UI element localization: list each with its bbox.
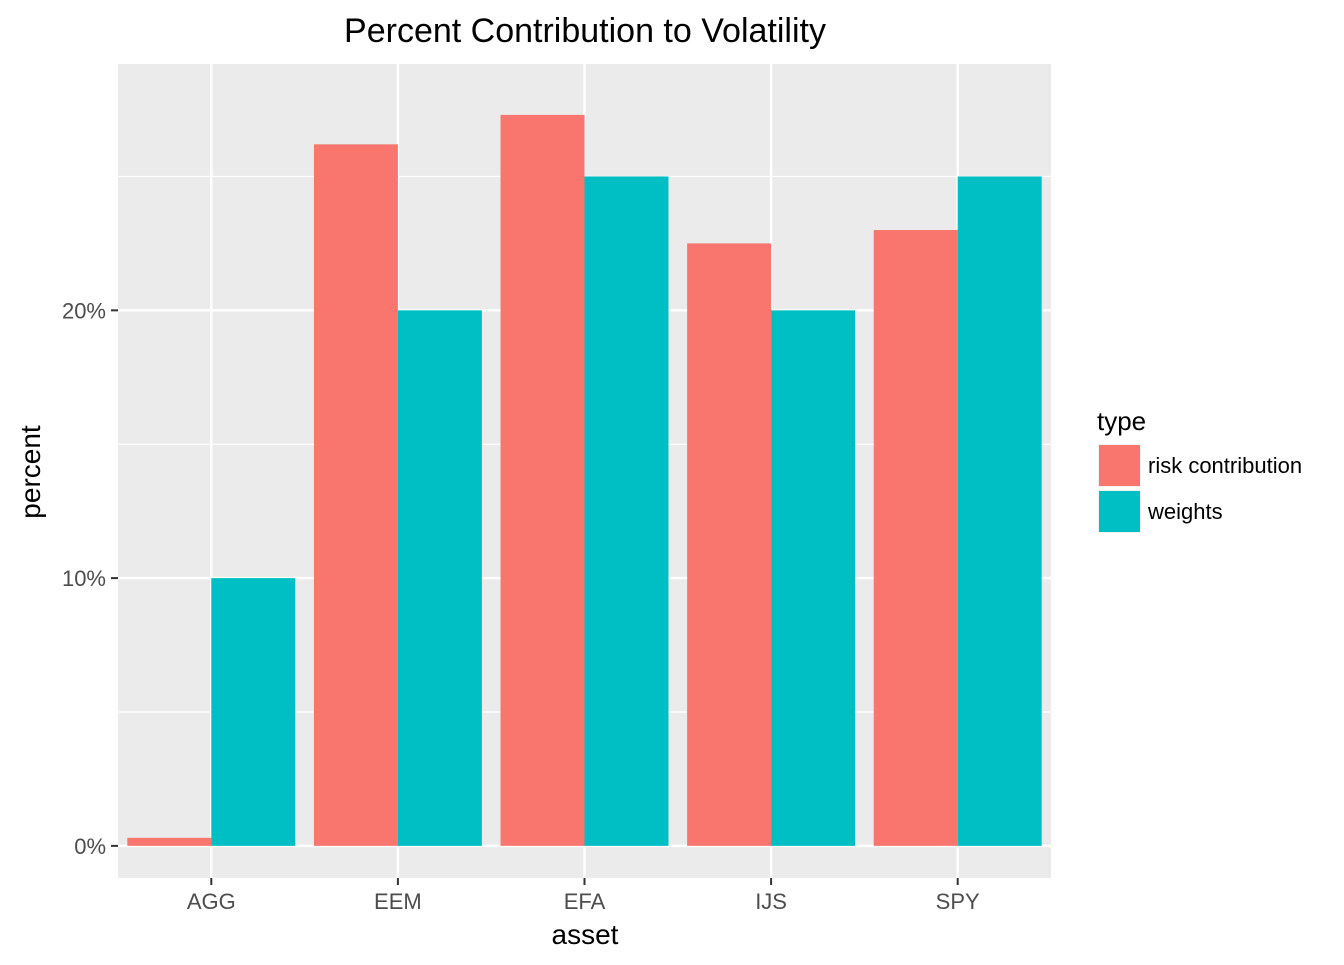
- bar-weights-EFA: [584, 176, 669, 846]
- bar-risk-contribution-EFA: [500, 114, 585, 846]
- y-axis: 0% 10% 20%: [62, 298, 118, 859]
- bars: [127, 114, 1042, 846]
- y-tick-label: 0%: [74, 834, 106, 859]
- bar-risk-contribution-EEM: [313, 144, 398, 846]
- legend-swatch: [1099, 491, 1140, 532]
- x-tick-label: SPY: [936, 889, 980, 914]
- x-axis: AGG EEM EFA IJS SPY: [187, 878, 980, 914]
- bar-weights-EEM: [397, 310, 482, 846]
- legend-items: risk contribution weights: [1098, 444, 1302, 533]
- bar-weights-IJS: [771, 310, 856, 846]
- bar-risk-contribution-SPY: [873, 230, 958, 846]
- y-tick-label: 10%: [62, 566, 106, 591]
- legend: type risk contribution weights: [1097, 406, 1302, 533]
- bar-weights-AGG: [211, 578, 296, 846]
- x-tick-label: EEM: [374, 889, 422, 914]
- x-tick-label: IJS: [755, 889, 787, 914]
- x-tick-label: EFA: [564, 889, 606, 914]
- bar-weights-SPY: [957, 176, 1042, 846]
- bar-risk-contribution-AGG: [127, 837, 212, 846]
- bar-risk-contribution-IJS: [687, 243, 772, 846]
- legend-title: type: [1097, 406, 1146, 436]
- chart-title: Percent Contribution to Volatility: [344, 12, 826, 50]
- x-axis-title: asset: [552, 919, 619, 950]
- x-tick-label: AGG: [187, 889, 236, 914]
- y-axis-title: percent: [15, 425, 46, 519]
- legend-label: weights: [1147, 499, 1223, 524]
- legend-swatch: [1099, 445, 1140, 486]
- legend-label: risk contribution: [1148, 453, 1302, 478]
- y-tick-label: 20%: [62, 298, 106, 323]
